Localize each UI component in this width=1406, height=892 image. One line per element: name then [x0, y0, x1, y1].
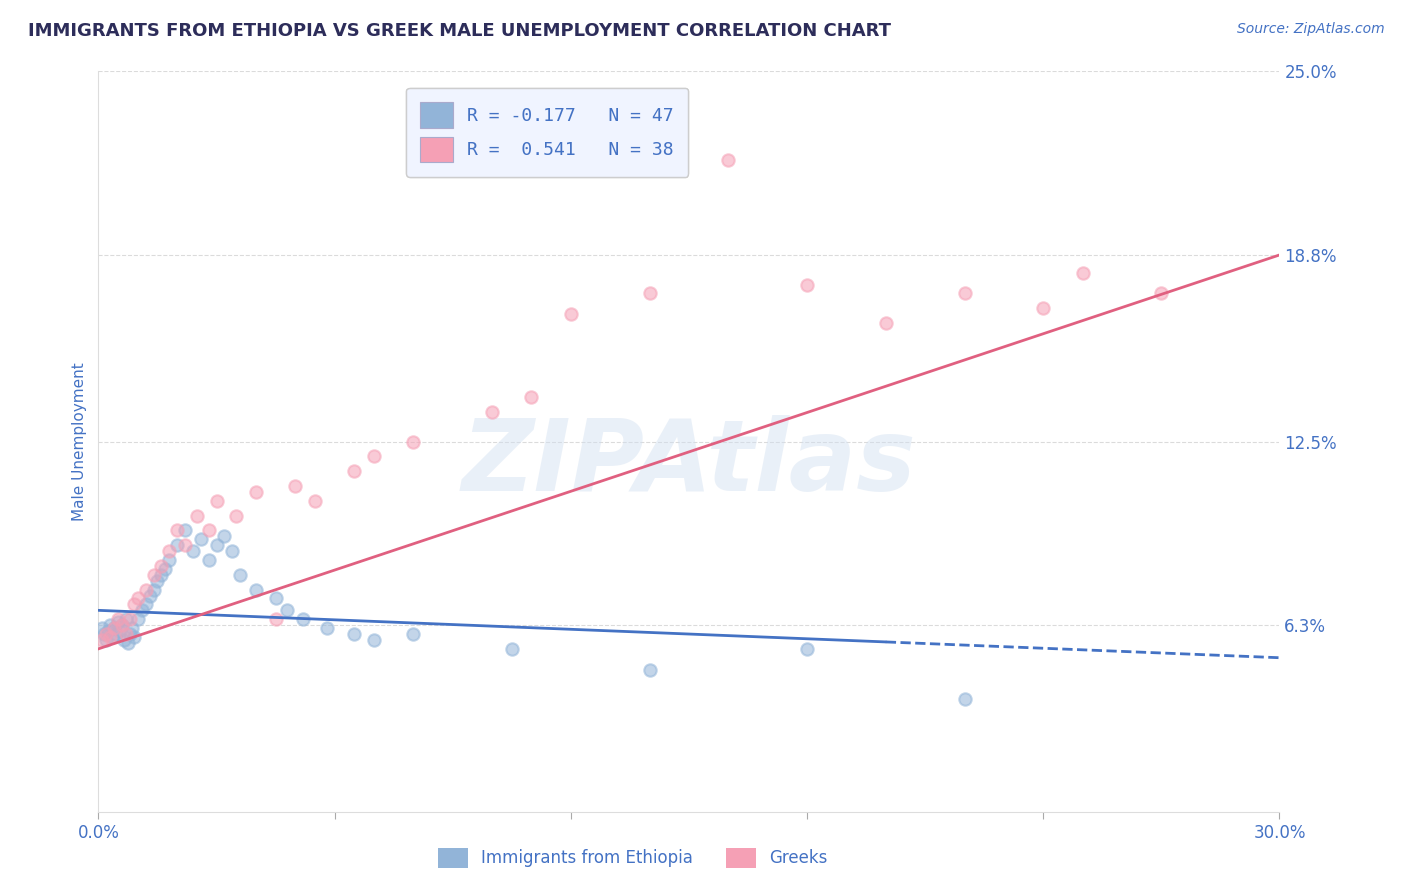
Legend: Immigrants from Ethiopia, Greeks: Immigrants from Ethiopia, Greeks — [430, 841, 835, 875]
Text: ZIPAtlas: ZIPAtlas — [461, 416, 917, 512]
Text: IMMIGRANTS FROM ETHIOPIA VS GREEK MALE UNEMPLOYMENT CORRELATION CHART: IMMIGRANTS FROM ETHIOPIA VS GREEK MALE U… — [28, 22, 891, 40]
Point — [229, 567, 252, 582]
Point — [105, 627, 128, 641]
Point — [142, 567, 165, 582]
Point — [197, 524, 219, 538]
Point — [122, 630, 145, 644]
Point — [91, 621, 114, 635]
Point — [402, 434, 425, 449]
Point — [107, 612, 129, 626]
Point — [1071, 266, 1094, 280]
Point — [560, 307, 582, 321]
Point — [245, 484, 267, 499]
Point — [142, 582, 165, 597]
Point — [97, 624, 120, 638]
Point — [150, 567, 173, 582]
Point — [150, 558, 173, 573]
Point — [96, 632, 118, 647]
Point — [315, 621, 337, 635]
Point — [402, 627, 425, 641]
Point — [181, 544, 204, 558]
Point — [205, 538, 228, 552]
Point — [111, 618, 134, 632]
Point — [117, 636, 139, 650]
Point — [481, 405, 503, 419]
Point — [96, 627, 118, 641]
Point — [304, 493, 326, 508]
Point — [98, 618, 121, 632]
Point — [276, 603, 298, 617]
Point — [284, 479, 307, 493]
Point — [174, 538, 197, 552]
Point — [166, 538, 188, 552]
Point — [796, 641, 818, 656]
Point — [343, 627, 366, 641]
Point — [292, 612, 315, 626]
Point — [363, 450, 385, 464]
Point — [157, 544, 180, 558]
Point — [1032, 301, 1054, 316]
Point — [101, 630, 124, 644]
Point — [264, 612, 287, 626]
Point — [1150, 286, 1173, 301]
Point — [638, 663, 661, 677]
Point — [205, 493, 228, 508]
Point — [221, 544, 243, 558]
Point — [111, 618, 134, 632]
Point — [118, 627, 141, 641]
Y-axis label: Male Unemployment: Male Unemployment — [72, 362, 87, 521]
Point — [131, 603, 153, 617]
Point — [135, 582, 157, 597]
Point — [953, 692, 976, 706]
Point — [135, 598, 157, 612]
Point — [108, 624, 131, 638]
Point — [103, 621, 125, 635]
Point — [343, 464, 366, 478]
Point — [520, 390, 543, 404]
Point — [214, 529, 236, 543]
Point — [174, 524, 197, 538]
Point — [118, 612, 141, 626]
Point — [264, 591, 287, 606]
Point — [190, 533, 212, 547]
Point — [157, 553, 180, 567]
Text: Source: ZipAtlas.com: Source: ZipAtlas.com — [1237, 22, 1385, 37]
Point — [501, 641, 523, 656]
Point — [796, 277, 818, 292]
Point — [138, 589, 160, 603]
Point — [953, 286, 976, 301]
Point — [363, 632, 385, 647]
Point — [225, 508, 247, 523]
Point — [127, 612, 149, 626]
Point — [115, 612, 138, 626]
Point — [98, 630, 121, 644]
Point — [186, 508, 208, 523]
Point — [166, 524, 188, 538]
Point — [112, 632, 135, 647]
Point — [103, 621, 125, 635]
Point — [197, 553, 219, 567]
Point — [127, 591, 149, 606]
Point — [638, 286, 661, 301]
Point — [93, 627, 115, 641]
Point — [115, 627, 138, 641]
Point — [717, 153, 740, 168]
Point — [107, 615, 129, 630]
Legend: R = -0.177   N = 47, R =  0.541   N = 38: R = -0.177 N = 47, R = 0.541 N = 38 — [406, 87, 689, 177]
Point — [91, 632, 114, 647]
Point — [122, 598, 145, 612]
Point — [875, 316, 897, 330]
Point — [121, 621, 143, 635]
Point — [245, 582, 267, 597]
Point — [146, 574, 169, 588]
Point — [155, 562, 177, 576]
